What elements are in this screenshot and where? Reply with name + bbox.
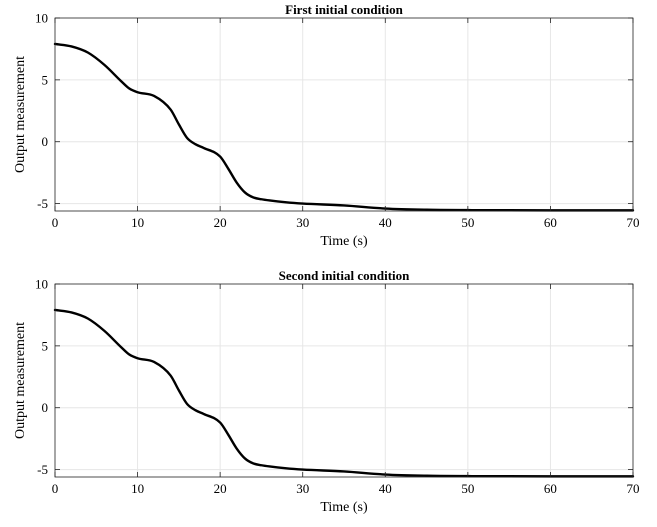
y-axis-label: Output measurement	[13, 322, 28, 439]
x-tick-label: 70	[627, 215, 640, 230]
x-tick-label: 20	[214, 481, 227, 496]
x-tick-label: 10	[131, 481, 144, 496]
y-tick-label: 5	[42, 338, 49, 353]
subplot-2: 0 10 20 30 40 50 60 70 -5 0 5 10 Second initial cond…	[13, 268, 640, 515]
y-tick-label: 0	[42, 400, 49, 415]
x-tick-label: 40	[379, 215, 392, 230]
x-tick-label: 50	[461, 481, 474, 496]
y-tick-label: -5	[37, 462, 48, 477]
axes-frame	[54, 17, 634, 212]
series-line	[53, 42, 635, 212]
x-tick-label: 50	[461, 215, 474, 230]
y-tick-label: -5	[37, 196, 48, 211]
x-tick-label: 60	[544, 481, 557, 496]
chart-title: First initial condition	[285, 2, 404, 17]
y-tick-label: 5	[42, 72, 49, 87]
x-tick-label: 0	[52, 481, 59, 496]
x-axis-label: Time (s)	[320, 500, 368, 515]
y-tick-label: 10	[35, 277, 48, 292]
y-axis-label: Output measurement	[13, 56, 28, 173]
chart-title: Second initial condition	[279, 268, 411, 283]
x-tick-label: 70	[627, 481, 640, 496]
x-tick-label: 0	[52, 215, 59, 230]
x-tick-label: 30	[296, 215, 309, 230]
subplot-1: 0 10 20 30 40 50 60 70 -5 0 5 10 First initial condi…	[13, 2, 640, 249]
x-tick-label: 30	[296, 481, 309, 496]
axes-frame	[54, 283, 634, 478]
x-tick-label: 10	[131, 215, 144, 230]
x-tick-label: 40	[379, 481, 392, 496]
x-tick-label: 60	[544, 215, 557, 230]
series-line	[53, 308, 635, 478]
x-axis-label: Time (s)	[320, 234, 368, 249]
x-tick-label: 20	[214, 215, 227, 230]
y-tick-label: 10	[35, 11, 48, 26]
y-tick-label: 0	[42, 134, 49, 149]
